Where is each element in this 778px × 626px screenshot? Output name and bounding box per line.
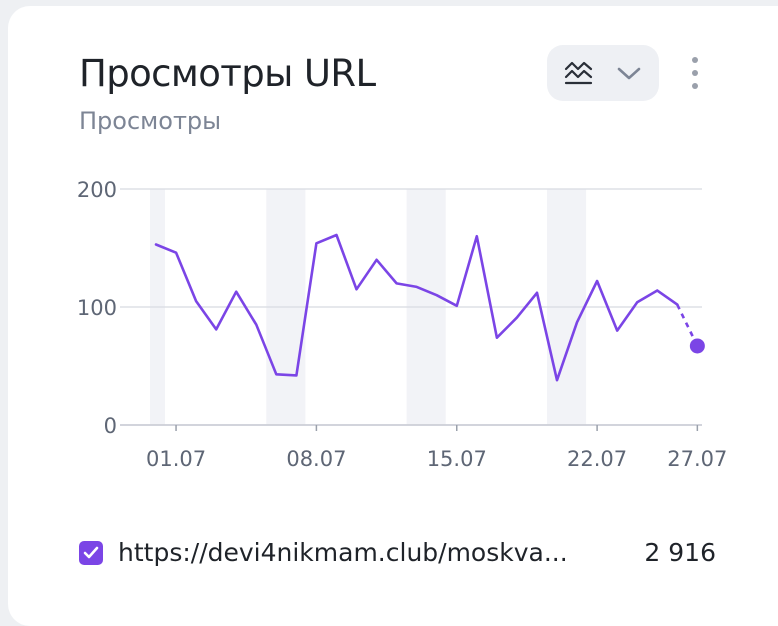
- chart-type-selector[interactable]: [547, 45, 659, 101]
- series-total: 2 916: [644, 538, 716, 567]
- checkmark-icon: [83, 546, 99, 560]
- line-chart-icon: [563, 58, 595, 88]
- kebab-menu-icon: [684, 52, 706, 96]
- series-label[interactable]: https://devi4nikmam.club/moskva...: [118, 538, 568, 567]
- chevron-down-icon: [615, 62, 643, 84]
- series-checkbox[interactable]: [79, 541, 103, 565]
- chart-title: Просмотры URL: [79, 52, 375, 95]
- chart-card: [8, 6, 778, 626]
- more-options-button[interactable]: [684, 52, 706, 96]
- chart-subtitle: Просмотры: [79, 107, 221, 135]
